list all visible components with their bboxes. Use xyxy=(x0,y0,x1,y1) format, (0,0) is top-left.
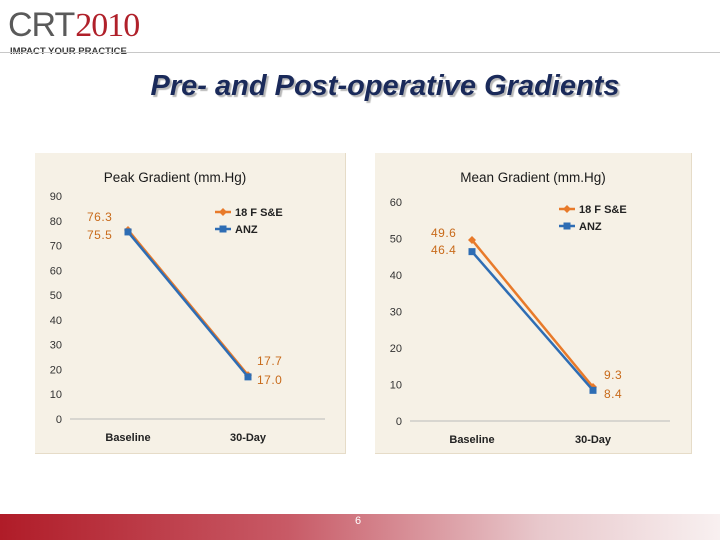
header-divider xyxy=(0,52,720,53)
series-point xyxy=(124,228,132,236)
data-label: 49.6 xyxy=(431,226,456,240)
y-tick-label: 60 xyxy=(50,265,62,277)
y-tick-label: 70 xyxy=(50,241,62,253)
footer-bar xyxy=(0,514,720,540)
logo-crt-text: CRT xyxy=(8,6,75,44)
chart-title: Peak Gradient (mm.Hg) xyxy=(103,170,247,185)
mean-gradient-chart-panel: Mean Gradient (mm.Hg) 0 10 20 30 40 50 60 Basel… xyxy=(375,153,692,454)
y-tick-label: 40 xyxy=(390,270,402,282)
legend-marker xyxy=(563,205,571,213)
y-tick-label: 50 xyxy=(390,234,402,246)
series-point xyxy=(468,248,476,256)
data-label: 8.4 xyxy=(604,387,622,401)
logo-year-text: 2010 xyxy=(75,7,140,44)
x-tick-label: Baseline xyxy=(449,434,494,446)
legend-marker xyxy=(563,222,571,230)
series-point xyxy=(468,235,476,244)
y-tick-label: 40 xyxy=(50,315,62,327)
y-tick-label: 0 xyxy=(56,414,62,426)
mean-gradient-chart: 0 10 20 30 40 50 60 Baseline 30-Day 49.6 9.3 46.4 8.… xyxy=(390,197,670,446)
y-tick-label: 50 xyxy=(50,290,62,302)
x-tick-label: 30-Day xyxy=(575,434,612,446)
data-label: 17.0 xyxy=(257,373,282,387)
crt-2010-logo: CRT2010 IMPACT YOUR PRACTICE xyxy=(8,6,158,62)
legend-label: ANZ xyxy=(235,224,258,236)
legend-marker xyxy=(219,208,227,216)
y-tick-label: 10 xyxy=(50,389,62,401)
x-tick-label: 30-Day xyxy=(230,432,267,444)
y-tick-label: 10 xyxy=(390,380,402,392)
chart-title: Mean Gradient (mm.Hg) xyxy=(460,170,606,185)
series-point xyxy=(589,386,597,394)
peak-gradient-chart-panel: Peak Gradient (mm.Hg) 0 10 20 30 40 50 60 70 80 9… xyxy=(35,153,346,454)
data-label: 76.3 xyxy=(87,210,112,224)
legend-label: 18 F S&E xyxy=(235,207,283,219)
y-tick-label: 30 xyxy=(50,340,62,352)
series-line xyxy=(471,239,594,388)
logo-wordmark: CRT2010 xyxy=(8,6,140,45)
page-number: 6 xyxy=(355,515,362,527)
data-label: 46.4 xyxy=(431,243,456,257)
y-tick-label: 80 xyxy=(50,216,62,228)
data-label: 9.3 xyxy=(604,368,622,382)
legend-marker xyxy=(219,225,227,233)
series-point xyxy=(244,373,252,381)
x-tick-label: Baseline xyxy=(105,432,150,444)
data-label: 75.5 xyxy=(87,228,112,242)
y-tick-label: 0 xyxy=(396,416,402,428)
series-line xyxy=(127,231,249,378)
y-tick-label: 60 xyxy=(390,197,402,209)
y-tick-label: 20 xyxy=(390,343,402,355)
peak-gradient-chart: 0 10 20 30 40 50 60 70 80 90 Baseline 30-Day 76.3 17.… xyxy=(50,191,325,444)
y-tick-label: 90 xyxy=(50,191,62,203)
data-label: 17.7 xyxy=(257,354,282,368)
y-tick-label: 20 xyxy=(50,364,62,376)
logo-tagline: IMPACT YOUR PRACTICE xyxy=(10,46,127,57)
y-tick-label: 30 xyxy=(390,307,402,319)
legend-label: ANZ xyxy=(579,221,602,233)
legend-label: 18 F S&E xyxy=(579,204,627,216)
slide-title: Pre- and Post-operative Gradients xyxy=(150,70,620,102)
series-line xyxy=(471,250,594,392)
